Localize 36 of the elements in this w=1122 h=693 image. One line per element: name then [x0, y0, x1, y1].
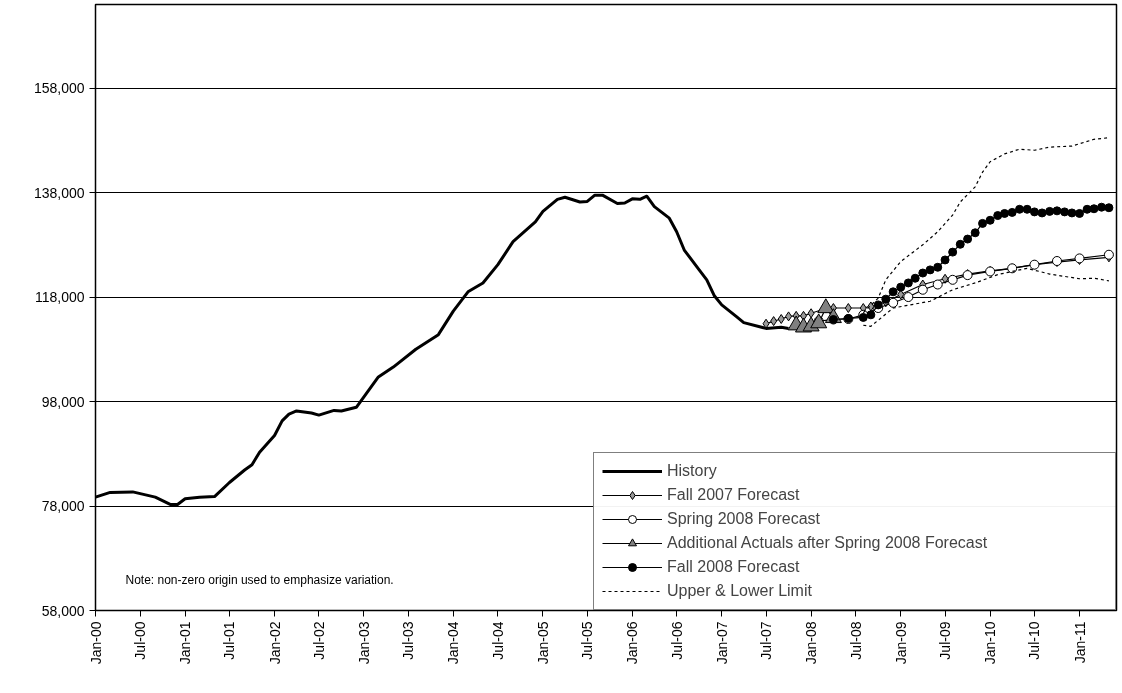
annotation: Note: non-zero origin used to emphasize variation. — [125, 572, 394, 587]
y-tick-label: 118,000 — [34, 289, 85, 306]
x-tick-label: Jan-07 — [713, 621, 730, 665]
x-tick-label: Jan-00 — [87, 621, 104, 665]
x-tick-label: Jan-11 — [1071, 621, 1088, 664]
x-tick-label: Jan-02 — [266, 621, 283, 665]
x-tick-label: Jan-08 — [803, 621, 820, 665]
legend-label: Fall 2008 Forecast — [667, 558, 801, 576]
legend-label: Upper & Lower Limit — [667, 582, 813, 600]
x-tick-label: Jan-03 — [355, 621, 372, 665]
x-tick-label: Jul-08 — [847, 621, 864, 660]
x-tick-label: Jul-06 — [668, 621, 685, 660]
x-tick-label: Jul-10 — [1026, 621, 1043, 660]
y-tick-label: 58,000 — [41, 602, 85, 619]
x-tick-label: Jul-01 — [221, 621, 238, 660]
legend-label: Spring 2008 Forecast — [667, 510, 821, 528]
x-tick-label: Jul-00 — [132, 621, 149, 660]
y-tick-label: 78,000 — [41, 498, 85, 515]
x-tick-label: Jan-05 — [534, 621, 551, 665]
x-tick-label: Jul-05 — [579, 621, 596, 660]
x-tick-label: Jul-07 — [758, 621, 775, 660]
x-tick-label: Jul-09 — [937, 621, 954, 660]
x-tick-label: Jan-09 — [892, 621, 909, 665]
y-tick-label: 158,000 — [33, 80, 85, 97]
x-tick-label: Jan-06 — [624, 621, 641, 665]
y-tick-label: 138,000 — [33, 184, 85, 201]
legend-label: History — [667, 462, 718, 480]
x-tick-label: Jan-01 — [177, 621, 194, 665]
y-tick-label: 98,000 — [41, 393, 85, 410]
legend-label: Fall 2007 Forecast — [667, 486, 801, 504]
x-tick-label: Jan-04 — [445, 621, 462, 665]
x-tick-label: Jul-04 — [489, 621, 506, 660]
x-tick-label: Jan-10 — [982, 621, 999, 665]
x-tick-label: Jul-03 — [400, 621, 417, 660]
legend-label: Additional Actuals after Spring 2008 Forecast — [667, 534, 989, 552]
x-tick-label: Jul-02 — [310, 621, 327, 660]
